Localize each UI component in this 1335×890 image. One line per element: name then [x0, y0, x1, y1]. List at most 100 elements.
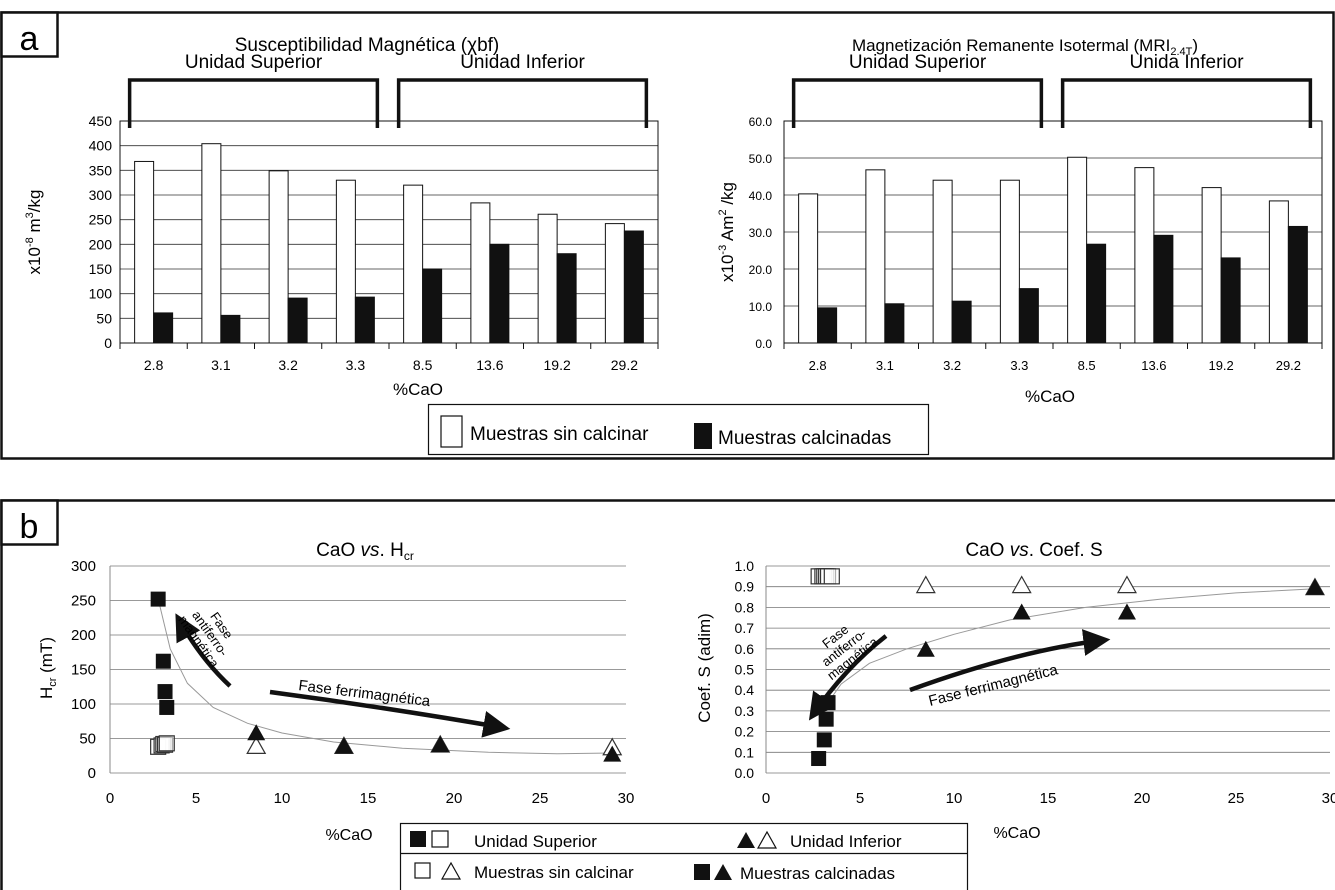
legend-inferior-filled-triangle	[737, 832, 755, 848]
x-tick-label: 0	[106, 790, 114, 807]
group-label: Unidad Inferior	[460, 52, 585, 73]
y-tick-label: 0.9	[735, 579, 755, 595]
group-label: Unidad Superior	[849, 52, 987, 73]
bar-calcined-19.2	[556, 253, 577, 344]
chart-hcr: CaO vs. Hcr 0 50 100 150 200 250 300 0 5 10 15 20 25…	[37, 540, 634, 844]
x-tick-label: 19.2	[1208, 358, 1233, 373]
legend-inferior-label: Unidad Inferior	[790, 832, 902, 851]
legend-calcined-filled-square	[694, 864, 710, 880]
x-tick-label: 3.1	[211, 357, 231, 373]
y-tick-label: 0.0	[735, 765, 755, 781]
triangle-filled-point	[431, 736, 450, 753]
bar-calcined-13.6	[1153, 234, 1174, 344]
triangle-open-point	[1116, 575, 1137, 594]
bar-calcined-8.5	[422, 268, 443, 344]
bar-calcined-3.2	[287, 297, 308, 344]
bar-uncalcined-3.3	[335, 179, 356, 344]
annotation-antiferro-coef: Faseantiferro-magnética	[807, 612, 881, 683]
panel-a-label-box	[0, 11, 59, 58]
chart-coef-s-plot: 0.0 0.1 0.2 0.3 0.4 0.5 0.6 0.7 0.8 0.9 1.0 0 5 10 15 2…	[735, 558, 1335, 807]
triangle-open-point	[1011, 575, 1032, 594]
group-bracket	[396, 78, 649, 128]
y-tick-label: 50	[96, 310, 112, 326]
triangle-filled-point	[916, 640, 935, 657]
legend-calcined-filled-triangle	[714, 864, 732, 880]
legend-uncalcined-label: Muestras sin calcinar	[470, 424, 649, 445]
y-tick-label: 0.7	[735, 620, 755, 636]
triangle-filled-point	[1117, 603, 1136, 620]
triangle-open-point	[915, 575, 936, 594]
y-tick-label: 200	[71, 627, 96, 644]
chart-susceptibility-ylabel: x10-8 m3/kg	[24, 190, 44, 275]
y-tick-label: 0.3	[735, 703, 755, 719]
annotation-antiferro-hcr: Faseantiferro-magnética	[175, 597, 245, 671]
legend-calcined-swatch	[694, 423, 712, 449]
x-tick-label: 25	[1228, 790, 1245, 807]
legend-superior-filled-square	[410, 831, 426, 847]
y-tick-label: 0.0	[755, 337, 772, 351]
bar-uncalcined-8.5	[403, 184, 424, 344]
arrow-ferri-hcr	[269, 689, 511, 738]
triangle-open-point	[246, 736, 267, 754]
legend-b-uncalcined-label: Muestras sin calcinar	[474, 863, 634, 882]
chart-hcr-ylabel: Hcr (mT)	[37, 637, 59, 699]
y-tick-label: 300	[71, 558, 96, 575]
square-filled-point	[811, 751, 827, 767]
y-tick-label: 150	[71, 662, 96, 679]
x-tick-label: 19.2	[544, 357, 571, 373]
bar-uncalcined-19.2	[537, 213, 558, 344]
legend-inferior-open-triangle	[756, 830, 778, 849]
triangle-filled-point	[334, 737, 353, 754]
y-tick-label: 0	[88, 765, 96, 782]
y-tick-label: 0.2	[735, 724, 755, 740]
y-tick-label: 350	[89, 162, 113, 178]
y-tick-label: 0	[104, 335, 112, 351]
bar-uncalcined-3.2	[932, 179, 953, 344]
chart-remanence-title: Magnetización Remanente Isotermal (MRI2.…	[852, 36, 1198, 58]
chart-coef-s-ylabel: Coef. S (adim)	[695, 613, 714, 723]
x-tick-label: 15	[1040, 790, 1057, 807]
x-tick-label: 30	[1322, 790, 1335, 807]
y-tick-label: 1.0	[735, 558, 755, 574]
group-bracket	[791, 78, 1044, 128]
chart-susceptibility-plot: 0 50 100 150 200 250 300 350 400 450 2.8 3.1 3.2 3.3 8…	[89, 52, 659, 373]
square-filled-point	[816, 732, 832, 748]
bar-calcined-3.3	[1018, 288, 1039, 344]
y-tick-label: 250	[71, 593, 96, 610]
y-tick-label: 250	[89, 212, 113, 228]
triangle-filled-point	[1012, 603, 1031, 620]
x-tick-label: 20	[446, 790, 463, 807]
bar-uncalcined-2.8	[134, 160, 155, 344]
y-tick-label: 450	[89, 113, 113, 129]
y-tick-label: 60.0	[749, 115, 773, 129]
chart-coef-s: CaO vs. Coef. S 0.0 0.1 0.2 0.3 0.4 0.5 0.6 0.7…	[695, 540, 1335, 842]
bar-uncalcined-19.2	[1201, 187, 1222, 344]
square-filled-point	[159, 699, 175, 715]
trend-curve	[827, 588, 1316, 703]
y-tick-label: 50.0	[749, 152, 773, 166]
legend-uncalcined-open-square	[414, 862, 431, 879]
square-open-point	[823, 568, 840, 585]
panel-b-label-box	[0, 499, 59, 546]
group-label: Unidad Superior	[185, 52, 323, 73]
x-tick-label: 20	[1134, 790, 1151, 807]
y-tick-label: 100	[89, 286, 113, 302]
bar-calcined-3.3	[354, 296, 375, 344]
x-tick-label: 0	[762, 790, 770, 807]
trend-curve	[157, 598, 613, 755]
y-tick-label: 10.0	[749, 300, 773, 314]
x-tick-label: 8.5	[413, 357, 433, 373]
panel-a-frame	[0, 11, 1335, 460]
chart-coef-s-xlabel: %CaO	[993, 825, 1040, 842]
arrow-ferri-coef	[909, 629, 1111, 693]
y-tick-label: 40.0	[749, 189, 773, 203]
arrow-antiferro-coef	[808, 634, 888, 721]
x-tick-label: 3.3	[1010, 358, 1028, 373]
square-filled-point	[150, 591, 166, 607]
chart-remanence-plot: 0.0 10.0 20.0 30.0 40.0 50.0 60.0 2.8 3.1 3.2 3.3 8…	[749, 52, 1323, 373]
x-tick-label: 2.8	[809, 358, 827, 373]
x-tick-label: 8.5	[1078, 358, 1096, 373]
panel-b-frame	[0, 499, 1335, 890]
y-tick-label: 0.8	[735, 599, 755, 615]
bar-uncalcined-29.2	[604, 223, 625, 344]
